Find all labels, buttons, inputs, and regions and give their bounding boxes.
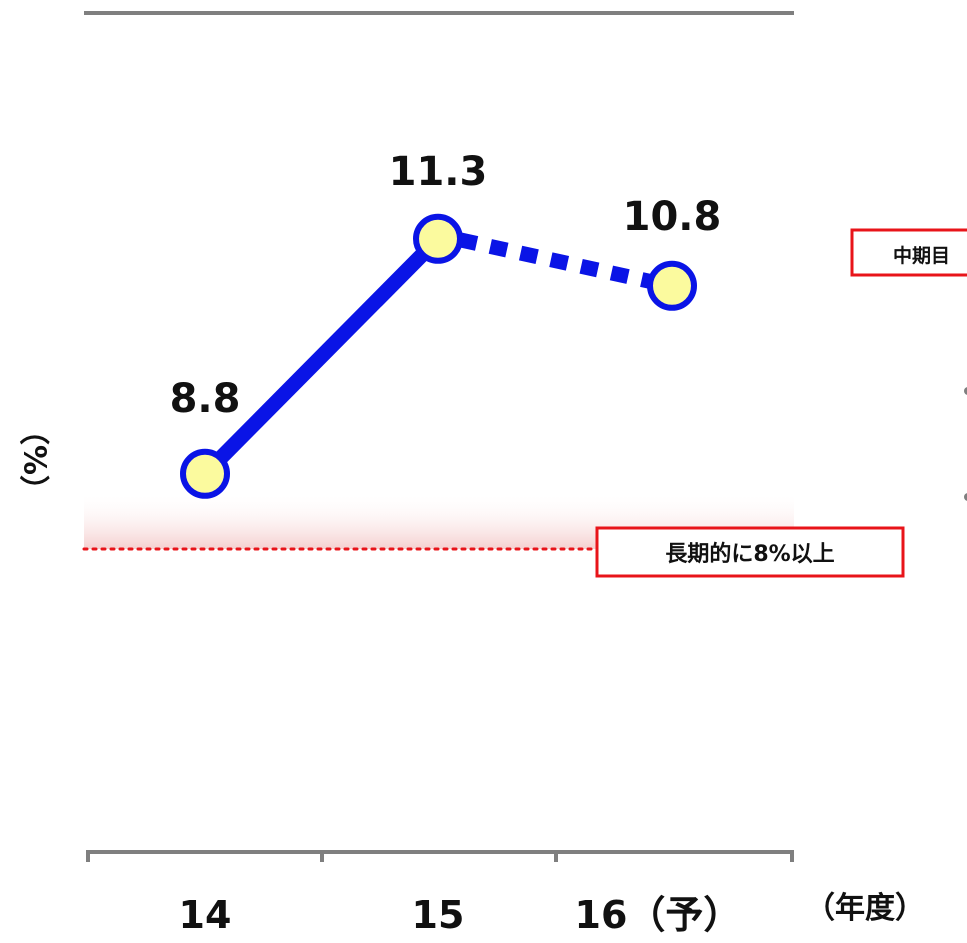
- y-axis-label: （%）: [20, 415, 55, 505]
- data-point-marker: [180, 448, 230, 499]
- reference-label: 長期的に8%以上: [665, 541, 834, 567]
- edge-mark: [964, 387, 967, 395]
- x-axis-label: （年度）: [805, 891, 925, 926]
- data-label: 10.8: [623, 194, 722, 240]
- data-label: 11.3: [389, 149, 488, 195]
- x-axis-tick-labels: 14 15 16（予）: [179, 893, 742, 937]
- data-point-marker: [413, 213, 463, 264]
- data-point-marker: [647, 260, 697, 311]
- x-axis-ticks: [86, 852, 794, 862]
- series-line-actual: [199, 233, 444, 480]
- edge-mark: [964, 493, 967, 501]
- x-tick-label: 15: [412, 893, 465, 937]
- x-tick-label: 16（予）: [575, 893, 742, 937]
- side-label: 中期目: [893, 244, 950, 267]
- x-tick-label: 14: [179, 893, 232, 937]
- data-label: 8.8: [170, 376, 241, 422]
- side-label-box: [850, 228, 967, 277]
- series-line-projected: [458, 232, 654, 290]
- data-points: 8.8 11.3 10.8: [170, 149, 722, 499]
- reference-label-box: [595, 526, 905, 578]
